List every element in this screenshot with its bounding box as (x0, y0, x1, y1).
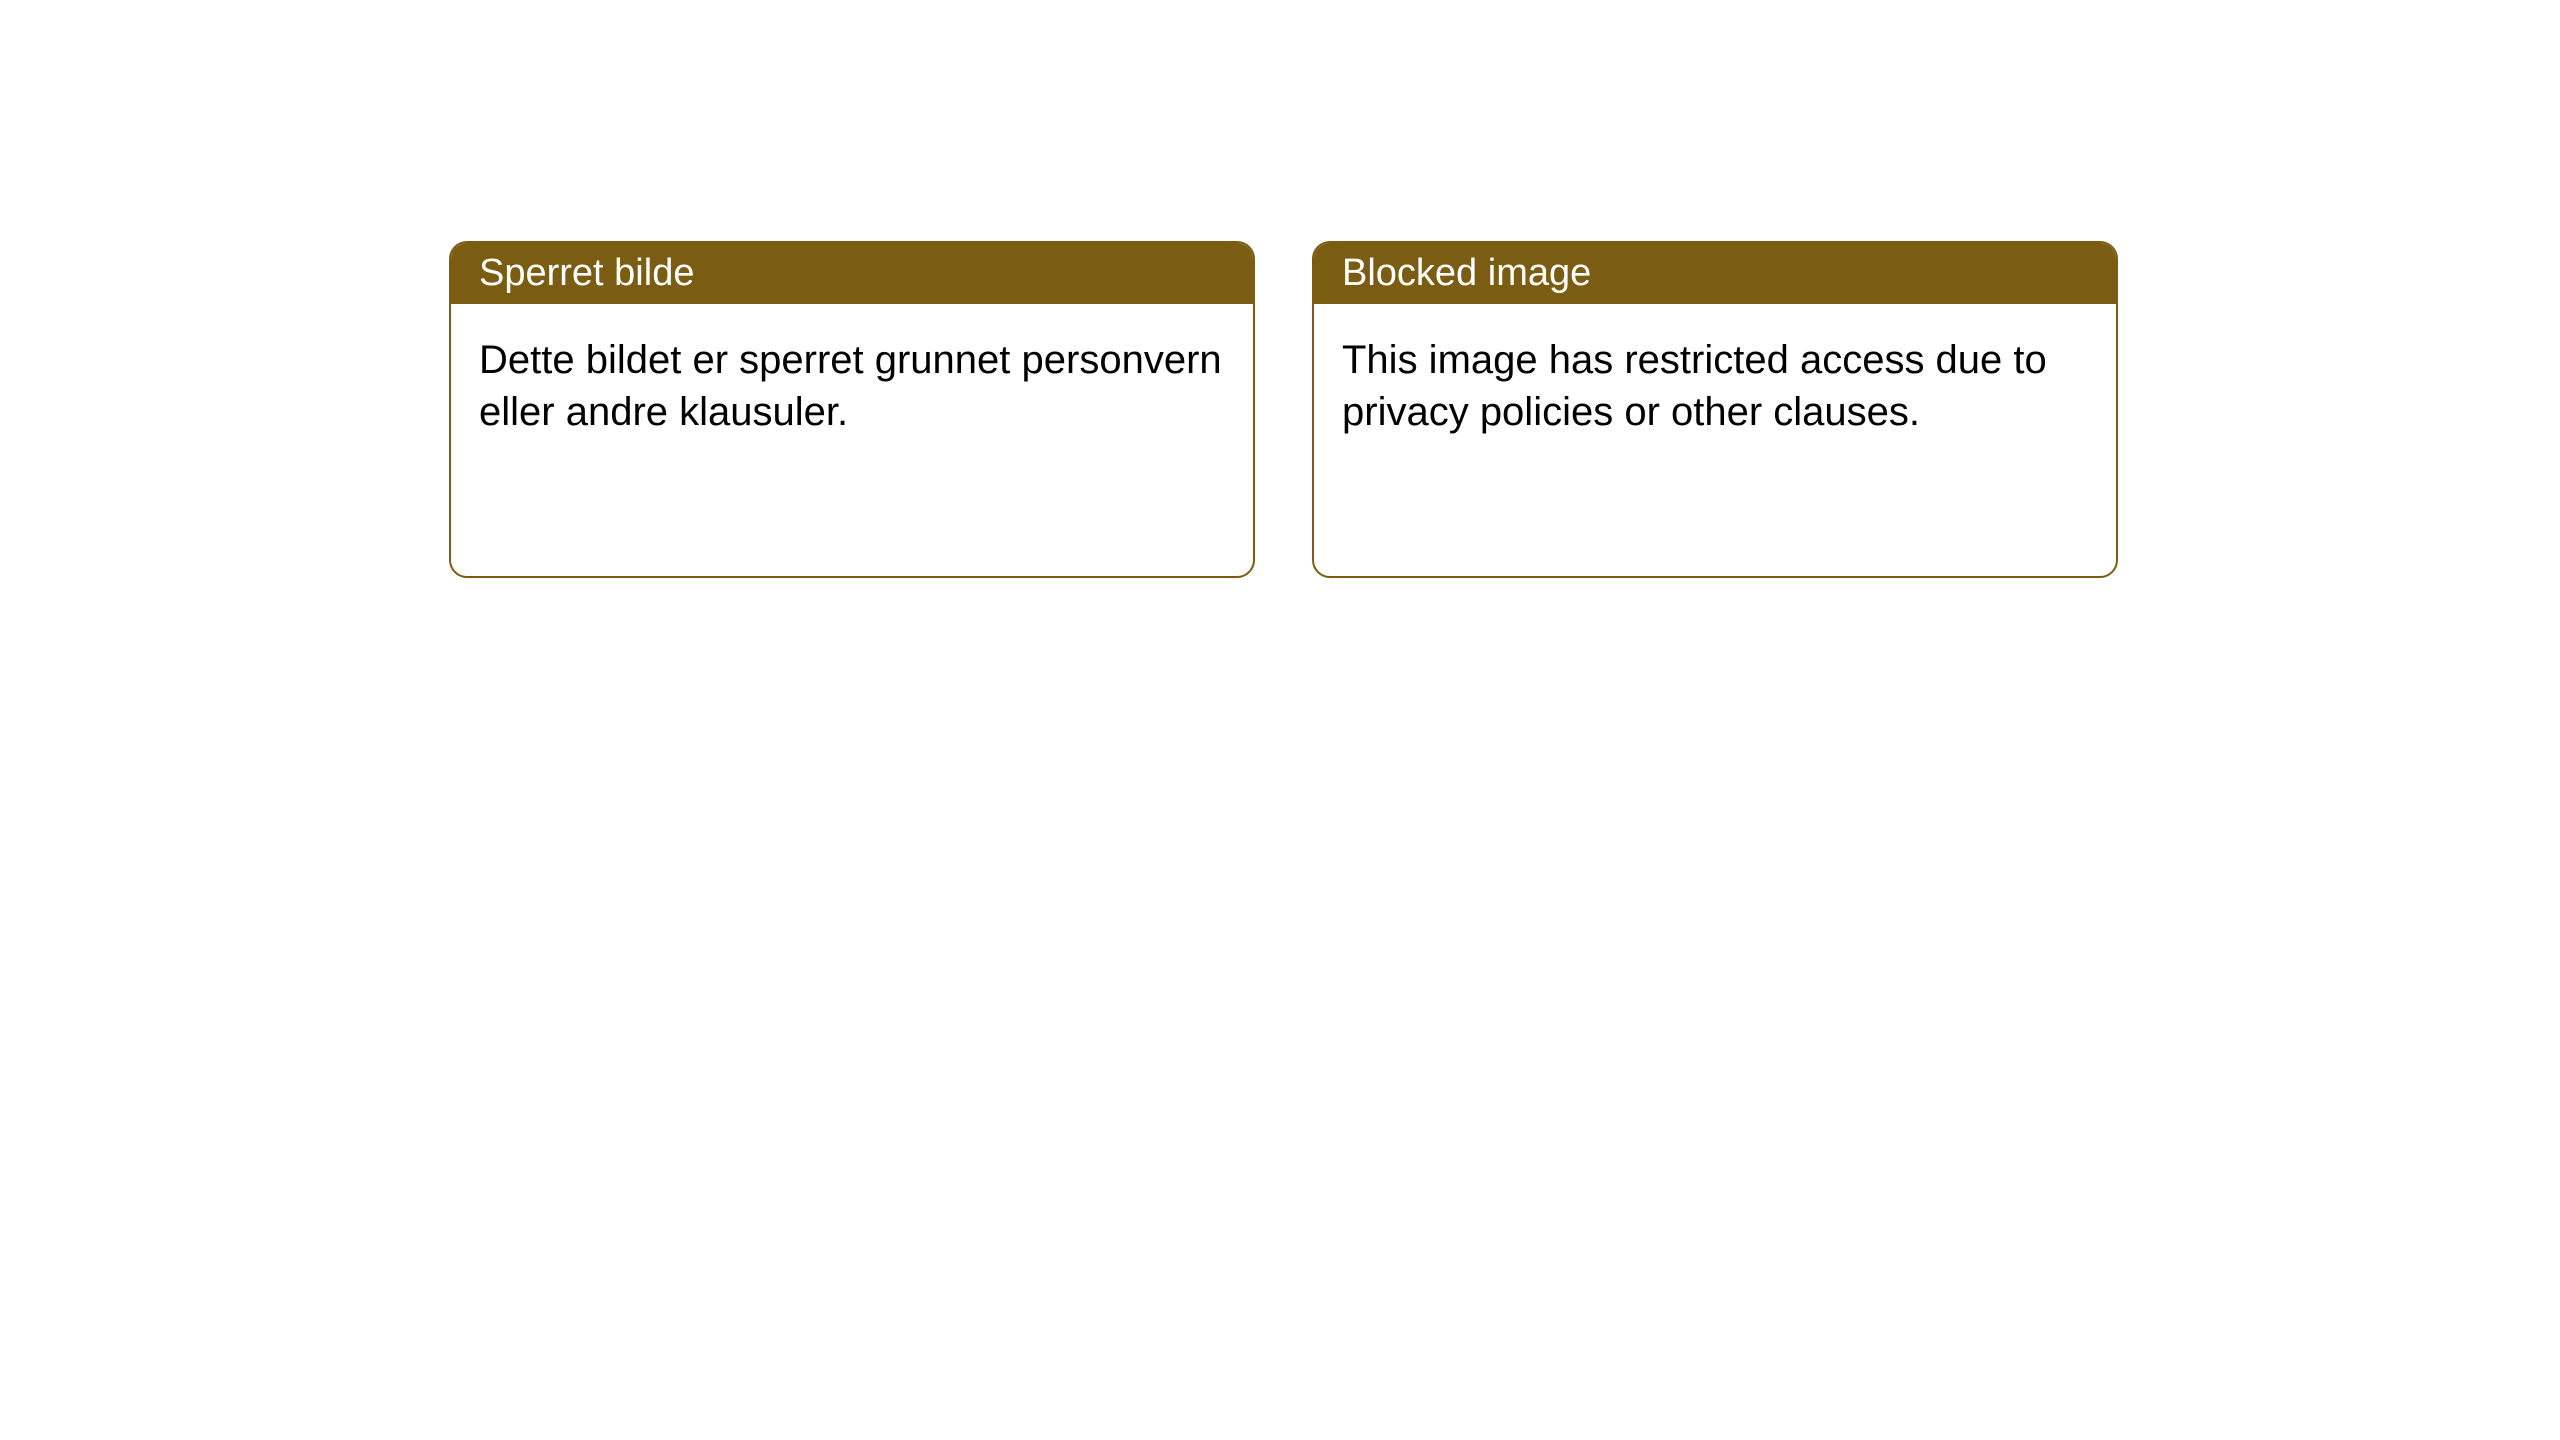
card-body: Dette bildet er sperret grunnet personve… (451, 304, 1253, 468)
card-body: This image has restricted access due to … (1314, 304, 2116, 468)
card-header-text: Sperret bilde (479, 252, 694, 295)
card-header-text: Blocked image (1342, 252, 1591, 295)
notice-container: Sperret bilde Dette bildet er sperret gr… (449, 241, 2118, 578)
card-header: Blocked image (1314, 243, 2116, 304)
card-body-text: Dette bildet er sperret grunnet personve… (479, 338, 1222, 434)
blocked-image-card-english: Blocked image This image has restricted … (1312, 241, 2118, 578)
card-header: Sperret bilde (451, 243, 1253, 304)
blocked-image-card-norwegian: Sperret bilde Dette bildet er sperret gr… (449, 241, 1255, 578)
card-body-text: This image has restricted access due to … (1342, 338, 2047, 434)
